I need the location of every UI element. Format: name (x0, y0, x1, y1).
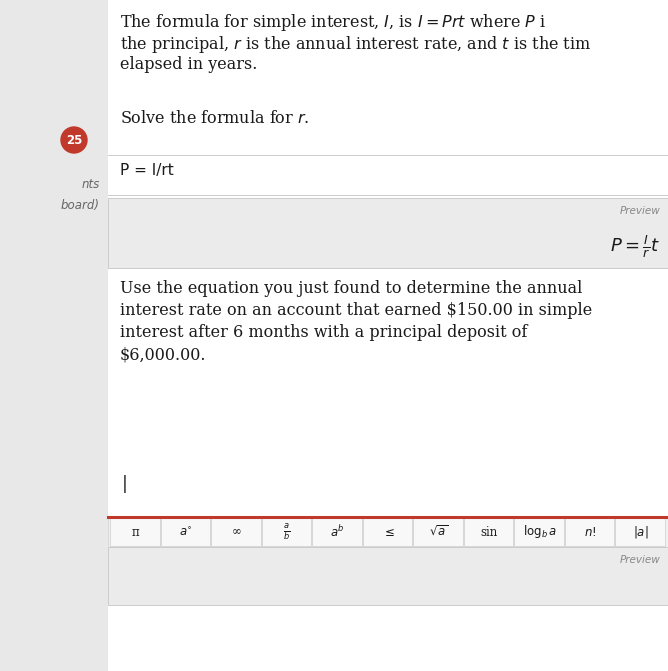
Bar (514, 518, 564, 546)
Text: $P = \frac{I}{r}t$: $P = \frac{I}{r}t$ (610, 234, 660, 260)
Bar (160, 518, 210, 546)
Bar (413, 518, 463, 546)
Text: P = I/rt: P = I/rt (120, 163, 174, 178)
Bar (312, 518, 362, 546)
Bar (211, 518, 261, 546)
Text: Preview: Preview (619, 206, 660, 216)
Text: $a^{b}$: $a^{b}$ (330, 524, 345, 540)
Text: π: π (132, 525, 139, 539)
Bar (464, 518, 514, 546)
Bar (262, 518, 311, 546)
Circle shape (61, 127, 87, 153)
Text: The formula for simple interest, $I$, is $I = Prt$ where $P$ i: The formula for simple interest, $I$, is… (120, 12, 546, 33)
Bar (615, 518, 665, 546)
Bar (108, 517, 668, 547)
Text: $\frac{a}{b}$: $\frac{a}{b}$ (283, 522, 291, 542)
Bar (0, 0, 108, 671)
Text: sin: sin (480, 525, 498, 539)
Text: $a^{\circ}$: $a^{\circ}$ (179, 525, 192, 539)
Bar (108, 198, 668, 268)
Text: interest rate on an account that earned $150.00 in simple: interest rate on an account that earned … (120, 302, 593, 319)
Text: Preview: Preview (619, 555, 660, 565)
Bar (363, 518, 412, 546)
Text: $\sqrt{a}$: $\sqrt{a}$ (429, 525, 448, 539)
Text: $6,000.00.: $6,000.00. (120, 346, 206, 363)
Text: elapsed in years.: elapsed in years. (120, 56, 257, 73)
Text: the principal, $r$ is the annual interest rate, and $t$ is the tim: the principal, $r$ is the annual interes… (120, 34, 591, 55)
Text: $|a|$: $|a|$ (633, 524, 649, 540)
Text: |: | (120, 475, 130, 493)
Bar (110, 518, 160, 546)
Bar (108, 0, 668, 671)
Text: ∞: ∞ (232, 525, 241, 539)
Text: $\log_b a$: $\log_b a$ (522, 523, 556, 541)
Text: interest after 6 months with a principal deposit of: interest after 6 months with a principal… (120, 324, 527, 341)
Text: nts: nts (81, 178, 100, 191)
Text: $n!$: $n!$ (584, 525, 597, 539)
Bar (108, 547, 668, 605)
Text: Solve the formula for $r$.: Solve the formula for $r$. (120, 110, 309, 127)
Text: 25: 25 (66, 134, 82, 146)
Text: board): board) (61, 199, 100, 211)
Bar (108, 465, 668, 517)
Text: $\leq$: $\leq$ (381, 525, 394, 539)
Bar (565, 518, 615, 546)
Text: Use the equation you just found to determine the annual: Use the equation you just found to deter… (120, 280, 582, 297)
